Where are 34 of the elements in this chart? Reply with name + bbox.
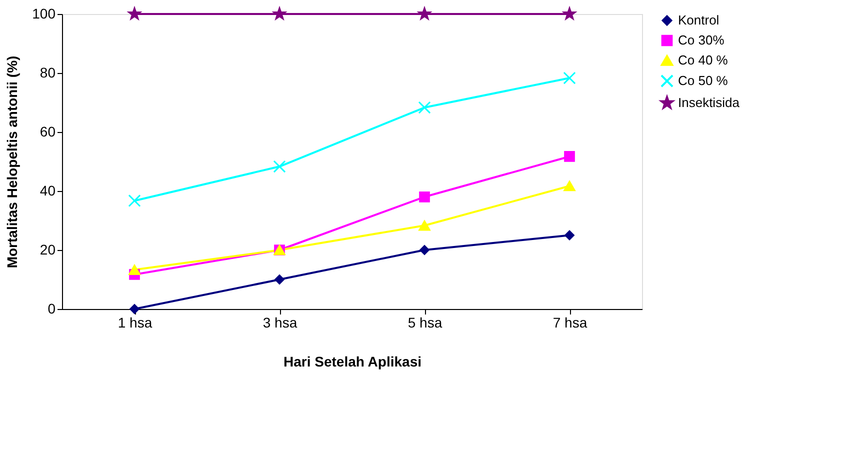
point xyxy=(564,151,575,162)
point xyxy=(563,7,576,20)
y-tick-label: 100 xyxy=(32,6,56,22)
y-tick-label: 20 xyxy=(40,242,56,258)
point xyxy=(128,264,140,275)
legend-label: Co 30% xyxy=(678,32,725,48)
point xyxy=(418,7,431,20)
y-tick-label: 80 xyxy=(40,64,56,80)
point xyxy=(274,274,284,284)
point xyxy=(418,220,430,231)
point xyxy=(128,194,141,208)
x-tick-label: 7 hsa xyxy=(552,314,588,330)
legend-label: Kontrol xyxy=(678,12,720,28)
point xyxy=(420,245,430,255)
x-axis-title: Hari Setelah Aplikasi xyxy=(284,354,422,370)
legend-label: Insektisida xyxy=(678,95,740,110)
legend-label: Co 40 % xyxy=(678,52,728,68)
y-tick-label: 60 xyxy=(40,124,56,140)
y-tick-label: 0 xyxy=(48,300,56,316)
point xyxy=(418,101,431,114)
point xyxy=(564,180,576,192)
point xyxy=(564,230,574,240)
x-tick-label: 5 hsa xyxy=(408,314,442,330)
point xyxy=(563,72,576,84)
y-axis-title: Mortalitas Helopeltis antonii (%) xyxy=(4,56,20,268)
point xyxy=(419,191,430,202)
point xyxy=(273,7,286,20)
point xyxy=(128,7,141,20)
point xyxy=(273,160,286,173)
x-tick-label: 3 hsa xyxy=(262,314,298,330)
legend-label: Co 50 % xyxy=(678,73,728,88)
point xyxy=(130,304,140,314)
x-tick-label: 1 hsa xyxy=(118,314,152,330)
y-tick-label: 40 xyxy=(40,182,56,198)
